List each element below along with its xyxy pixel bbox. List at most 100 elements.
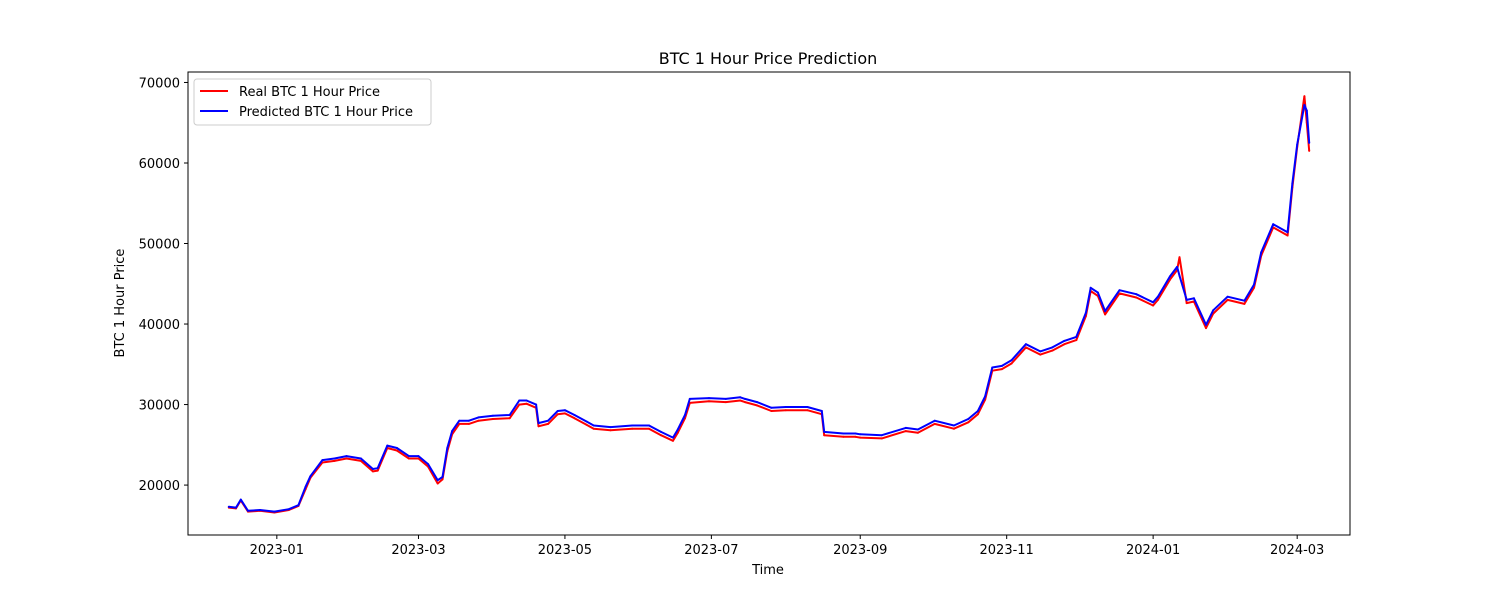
data-point <box>1253 283 1255 286</box>
series-line-predicted <box>228 104 1311 513</box>
data-point <box>739 396 742 399</box>
x-tick-label: 2023-11 <box>980 543 1034 558</box>
data-point <box>535 403 538 406</box>
data-point <box>359 459 362 462</box>
data-point <box>547 422 550 425</box>
legend-label-predicted: Predicted BTC 1 Hour Price <box>239 105 413 120</box>
data-point <box>1104 310 1107 313</box>
data-point <box>508 414 511 416</box>
data-point <box>1305 109 1308 112</box>
x-tick-label: 2023-07 <box>684 543 738 558</box>
data-point <box>1212 309 1215 312</box>
data-point <box>842 435 845 438</box>
data-point <box>321 459 324 462</box>
data-point <box>477 416 480 419</box>
data-point <box>592 424 595 427</box>
data-point <box>859 436 862 439</box>
data-point <box>592 427 595 430</box>
data-point <box>1192 297 1195 300</box>
legend-box <box>193 78 432 126</box>
data-point <box>1168 275 1171 278</box>
data-point <box>1039 350 1042 353</box>
data-point <box>770 410 773 412</box>
data-point <box>436 479 439 482</box>
data-point <box>739 399 742 402</box>
data-point <box>724 401 727 404</box>
data-point <box>573 414 576 416</box>
legend: Real BTC 1 Hour Price Predicted BTC 1 Ho… <box>193 78 432 126</box>
data-point <box>1063 339 1066 342</box>
data-point <box>1260 251 1263 254</box>
data-point <box>441 478 444 481</box>
data-point <box>631 427 634 430</box>
data-point <box>395 447 398 449</box>
data-point <box>631 424 634 427</box>
data-point <box>1178 256 1181 259</box>
data-point <box>508 417 511 420</box>
data-point <box>1156 298 1159 301</box>
data-point <box>297 504 300 507</box>
data-point <box>407 457 410 460</box>
data-point <box>1010 362 1013 365</box>
data-point <box>1063 343 1066 346</box>
data-point <box>563 409 566 412</box>
data-point <box>1010 359 1013 362</box>
data-point <box>1075 339 1078 342</box>
chart-title: BTC 1 Hour Price Prediction <box>659 49 878 68</box>
data-point <box>477 419 480 422</box>
data-point <box>660 434 662 437</box>
data-point <box>806 406 809 408</box>
data-point <box>376 467 379 470</box>
data-point <box>648 424 650 427</box>
data-point <box>458 422 461 425</box>
data-point <box>1303 104 1306 106</box>
data-point <box>547 419 550 422</box>
data-point <box>518 403 521 406</box>
data-point <box>1024 343 1027 346</box>
data-point <box>1226 295 1229 298</box>
data-point <box>1104 313 1107 316</box>
data-point <box>648 427 650 430</box>
y-tick-label: 20000 <box>139 479 180 494</box>
data-point <box>1205 323 1207 326</box>
x-axis-label: Time <box>751 563 784 578</box>
data-point <box>304 485 307 488</box>
data-point <box>904 430 907 433</box>
data-point <box>1084 311 1087 314</box>
data-point <box>708 400 710 403</box>
data-point <box>1308 149 1311 152</box>
data-point <box>854 432 857 435</box>
data-point <box>585 420 588 423</box>
data-point <box>259 509 261 511</box>
data-point <box>744 401 746 404</box>
data-point <box>1051 349 1054 352</box>
data-point <box>756 401 758 404</box>
data-point <box>842 432 845 435</box>
data-point <box>333 459 336 462</box>
data-point <box>1156 295 1159 298</box>
data-point <box>1096 291 1099 294</box>
data-point <box>525 399 528 402</box>
data-point <box>417 457 420 460</box>
data-point <box>247 509 249 512</box>
data-point <box>609 426 612 429</box>
data-point <box>585 423 588 426</box>
data-point <box>273 510 276 513</box>
data-point <box>1286 234 1289 237</box>
data-point <box>563 412 566 415</box>
plot-area-frame <box>187 71 1351 536</box>
data-point <box>708 397 710 400</box>
data-point <box>806 409 809 412</box>
data-point <box>976 413 979 416</box>
data-point <box>436 482 439 485</box>
data-point <box>1135 296 1138 299</box>
data-point <box>386 444 389 447</box>
data-point <box>880 437 883 440</box>
data-point <box>491 418 494 420</box>
data-point <box>427 463 430 466</box>
data-point <box>235 506 237 509</box>
data-point <box>952 424 955 427</box>
data-point <box>756 404 758 407</box>
